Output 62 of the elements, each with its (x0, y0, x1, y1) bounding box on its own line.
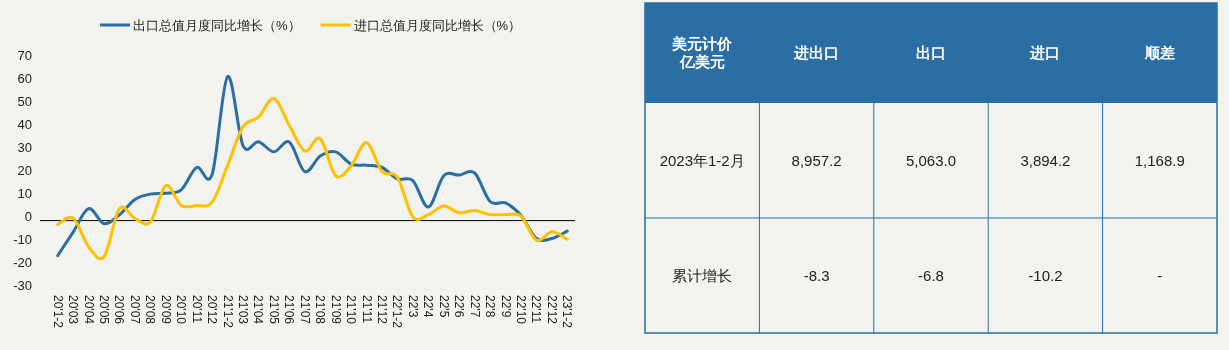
y-tick-label: 50 (17, 94, 32, 109)
category-label: 进口 (1029, 44, 1061, 61)
x-tick-label: 20'03 (66, 295, 81, 325)
category-label: 2023年1-2月 (659, 151, 745, 169)
y-tick-label: -10 (13, 232, 32, 247)
x-tick-label: 22'8 (483, 295, 498, 318)
x-tick-label: 21'11 (359, 295, 374, 324)
x-tick-label: 21'05 (266, 295, 281, 325)
legend-label: 进口总值月度同比增长（%） (353, 18, 522, 33)
x-tick-label: 20'07 (127, 295, 142, 325)
text: - (1157, 266, 1163, 284)
legend-label: 出口总值月度同比增长（%） (133, 18, 301, 33)
category-label: 美元计价亿美元 (671, 35, 734, 70)
x-tick-label: 22'1-2 (390, 295, 405, 329)
y-tick-label: 0 (24, 209, 32, 224)
y-tick-label: -30 (13, 278, 32, 293)
x-tick-label: 21'03 (236, 295, 251, 325)
x-tick-label: 22'3 (405, 295, 420, 318)
text: -6.8 (918, 266, 944, 284)
x-tick-label: 20'1-2 (50, 295, 65, 329)
x-tick-label: 20'11 (189, 295, 204, 324)
text: 8,957.2 (791, 151, 842, 169)
y-tick-label: 70 (17, 48, 32, 63)
x-tick-label: 21'07 (297, 295, 312, 325)
text: -10.2 (1028, 266, 1063, 284)
x-tick-label: 21'06 (282, 295, 297, 325)
x-tick-label: 22'6 (452, 295, 467, 318)
x-tick-label: 22'10 (513, 295, 528, 325)
x-tick-label: 20'10 (174, 295, 189, 325)
category-label: 顺差 (1143, 44, 1175, 61)
text: 3,894.2 (1020, 151, 1071, 169)
x-tick-label: 22'7 (467, 295, 482, 318)
x-tick-label: 22'12 (544, 295, 559, 325)
x-tick-label: 20'09 (158, 295, 173, 325)
y-tick-label: 10 (17, 186, 32, 201)
x-tick-label: 20'04 (81, 295, 96, 325)
x-tick-label: 21'12 (374, 295, 389, 325)
x-tick-label: 21'1-2 (220, 295, 235, 329)
x-tick-label: 22'5 (436, 295, 451, 318)
x-tick-label: 21'08 (313, 295, 328, 325)
y-tick-label: 20 (17, 163, 32, 178)
text: 5,063.0 (905, 151, 957, 169)
x-tick-label: 21'04 (251, 295, 266, 325)
y-tick-label: 40 (17, 117, 32, 132)
x-tick-label: 20'06 (112, 295, 127, 325)
x-tick-label: 20'08 (143, 295, 158, 325)
text: 1,168.9 (1134, 151, 1185, 169)
y-tick-label: 30 (17, 140, 32, 155)
x-tick-label: 22'4 (421, 295, 436, 318)
category-label: 出口 (916, 44, 946, 61)
category-label: 进出口 (793, 44, 840, 61)
category-label: 累计增长 (672, 266, 733, 284)
x-tick-label: 20'12 (205, 295, 220, 325)
y-tick-label: 60 (17, 71, 32, 86)
x-tick-label: 21'10 (344, 295, 359, 325)
x-tick-label: 22'9 (498, 295, 513, 318)
y-tick-label: -20 (13, 255, 32, 270)
x-tick-label: 23'1-2 (560, 295, 575, 329)
x-tick-label: 22'11 (529, 295, 544, 324)
x-tick-label: 21'09 (328, 295, 343, 325)
x-tick-label: 20'05 (97, 295, 112, 325)
text: -8.3 (803, 266, 830, 284)
